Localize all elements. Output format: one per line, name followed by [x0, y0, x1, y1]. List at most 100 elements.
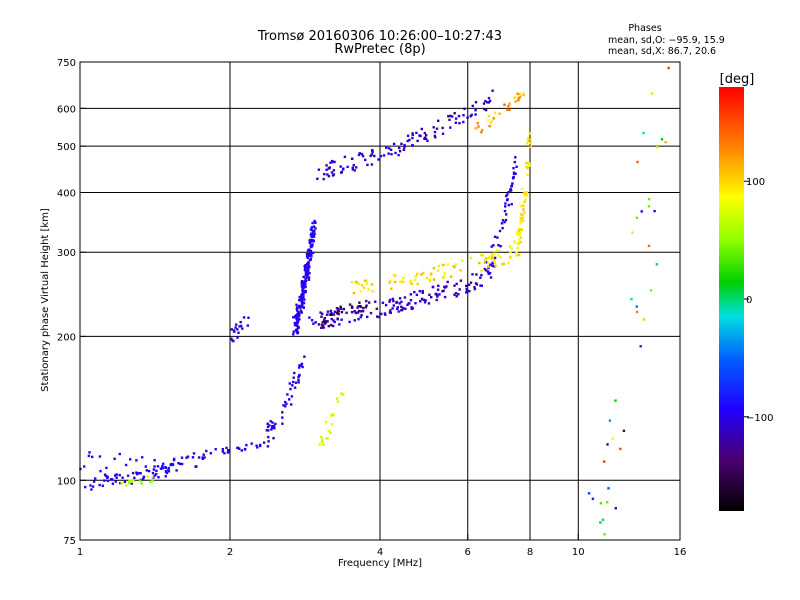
data-point [293, 371, 296, 375]
y-axis-ticks: 75 100 200 300 400 500 600 750 [57, 58, 86, 547]
data-point [394, 151, 397, 155]
data-point [481, 254, 484, 257]
data-point [339, 305, 342, 308]
data-point [309, 249, 313, 253]
data-point [105, 466, 108, 470]
data-point [516, 230, 519, 234]
data-point [444, 286, 447, 289]
data-point [487, 272, 490, 276]
data-point [91, 455, 94, 459]
data-point [156, 465, 160, 468]
data-point [317, 168, 321, 171]
data-point [376, 315, 379, 318]
data-point [296, 306, 299, 309]
data-point [507, 261, 510, 264]
data-point [424, 299, 427, 302]
data-point [258, 443, 262, 447]
data-point [307, 278, 311, 281]
data-point [360, 313, 363, 317]
x-tick-label: 10 [572, 547, 585, 558]
data-point [383, 312, 387, 315]
data-point [430, 272, 433, 275]
data-point [425, 134, 428, 137]
data-point [161, 465, 164, 468]
data-point [498, 249, 501, 252]
data-point [296, 313, 299, 317]
data-point [297, 374, 301, 377]
data-point [308, 316, 311, 319]
data-point [411, 144, 414, 147]
data-point [145, 469, 148, 472]
data-point [103, 479, 106, 482]
data-point [308, 272, 311, 275]
data-point [153, 459, 156, 462]
data-point [509, 255, 512, 258]
data-point [337, 312, 340, 316]
y-tick-label: 100 [57, 476, 76, 487]
data-point [336, 318, 339, 321]
data-point [454, 263, 457, 266]
data-point [239, 320, 242, 324]
data-point [302, 294, 305, 297]
data-point [614, 399, 617, 402]
data-point [433, 134, 436, 138]
data-point [90, 488, 93, 491]
data-point [324, 420, 328, 424]
data-point [336, 309, 340, 312]
data-point [392, 299, 395, 303]
data-point [408, 138, 411, 142]
data-point [478, 261, 481, 265]
data-point [469, 256, 472, 260]
data-point [365, 279, 368, 282]
data-point [329, 161, 332, 164]
data-point [307, 276, 311, 279]
data-point [297, 315, 301, 318]
data-point [489, 276, 493, 279]
data-point [180, 456, 184, 459]
data-point [647, 205, 651, 208]
data-point [295, 308, 299, 311]
data-point [470, 113, 473, 117]
data-point [525, 190, 529, 194]
data-point [243, 447, 247, 451]
data-point [443, 272, 446, 276]
data-point [330, 313, 333, 316]
data-point [327, 324, 330, 328]
data-point [325, 164, 328, 167]
data-point [342, 167, 345, 170]
data-point [521, 216, 524, 220]
data-point [369, 311, 373, 315]
data-point [314, 227, 317, 230]
data-point [519, 222, 522, 225]
data-point [519, 236, 522, 239]
colorbar-tick-label: 0 [746, 295, 752, 306]
data-point [409, 293, 413, 296]
data-point [331, 160, 335, 164]
data-point [197, 456, 201, 459]
data-point [272, 424, 276, 428]
data-point [230, 328, 233, 331]
data-point [306, 267, 309, 270]
data-point [448, 118, 451, 121]
data-point [430, 296, 433, 299]
data-point [368, 301, 371, 304]
data-point [366, 315, 369, 319]
data-point [99, 469, 102, 473]
data-point [521, 204, 524, 207]
data-point [419, 300, 422, 303]
data-point [180, 462, 184, 466]
data-point [359, 290, 363, 293]
data-point [358, 152, 361, 155]
data-point [126, 474, 130, 477]
data-point [290, 395, 294, 398]
data-point [326, 320, 329, 323]
data-point [310, 235, 313, 238]
data-point [611, 437, 614, 440]
data-point [388, 298, 392, 302]
data-point [273, 427, 276, 430]
data-point [179, 462, 182, 466]
data-point [202, 453, 205, 456]
data-point [438, 293, 441, 296]
data-point [397, 153, 400, 157]
data-point [139, 472, 142, 475]
